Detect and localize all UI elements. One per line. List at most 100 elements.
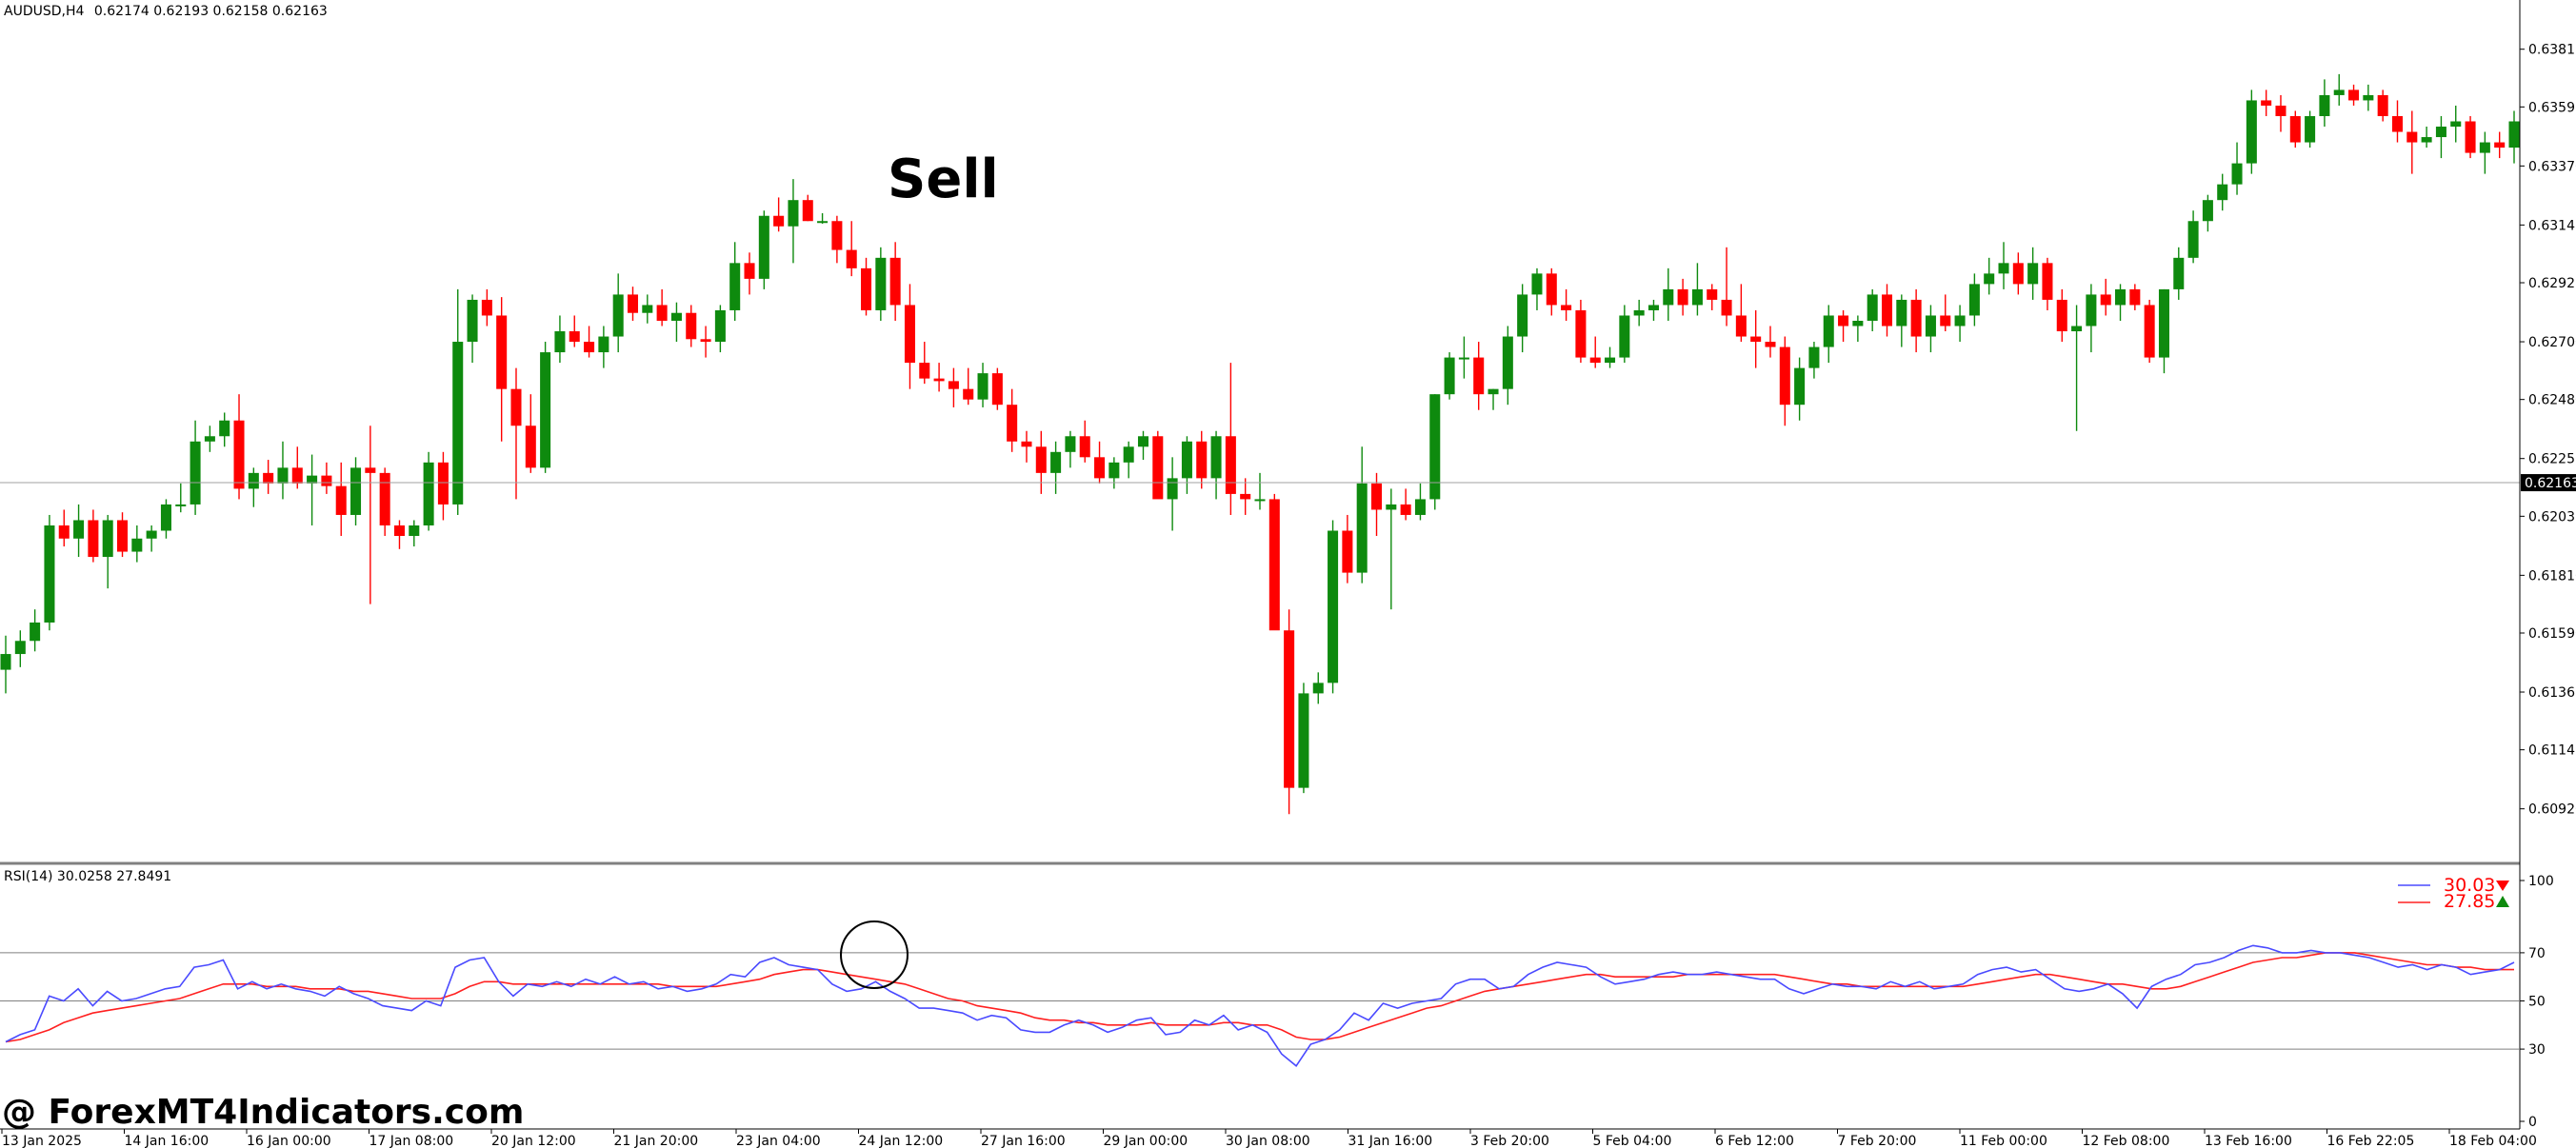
candle-body: [1546, 273, 1557, 306]
time-tick-label: 20 Jan 12:00: [491, 1134, 576, 1148]
candle-body: [1328, 530, 1339, 683]
candle-body: [612, 294, 624, 337]
candle: [1531, 267, 1543, 310]
candle-body: [2508, 121, 2520, 148]
candle-body: [1400, 504, 1411, 515]
candle-body: [2289, 115, 2301, 143]
time-tick-label: 18 Feb 04:00: [2449, 1134, 2537, 1148]
candle-body: [1575, 309, 1587, 358]
price-tick-label: 0.62255: [2528, 452, 2576, 467]
candle-body: [802, 200, 813, 222]
candle-body: [554, 331, 566, 353]
candle: [44, 514, 55, 631]
candle: [481, 288, 492, 327]
rsi-panel[interactable]: [0, 920, 2520, 1067]
candle-body: [1968, 284, 1980, 316]
candle: [1954, 305, 1966, 343]
time-tick-label: 16 Jan 00:00: [247, 1134, 331, 1148]
candle-body: [44, 525, 55, 623]
candle-body: [1896, 299, 1907, 327]
candle: [467, 294, 478, 364]
candle-body: [1881, 294, 1893, 327]
candle: [1444, 352, 1455, 400]
candle-body: [2421, 137, 2432, 143]
candle: [350, 457, 362, 525]
candle-body: [1910, 299, 1922, 337]
candle-body: [1867, 294, 1878, 321]
candle-body: [2129, 288, 2141, 306]
candle: [2289, 110, 2301, 148]
candle: [1605, 346, 1616, 368]
candle: [2275, 94, 2286, 132]
candle: [627, 287, 639, 321]
candle: [1050, 441, 1062, 494]
candle-body: [1370, 483, 1383, 510]
candle: [1268, 493, 1280, 631]
candle: [2144, 299, 2155, 364]
candle: [2246, 89, 2257, 174]
candle-body: [233, 420, 245, 489]
candle: [2042, 257, 2053, 310]
candle: [2115, 284, 2127, 321]
candle: [2056, 288, 2067, 343]
candle: [861, 257, 872, 316]
candle: [131, 525, 143, 563]
time-tick-label: 5 Feb 04:00: [1593, 1134, 1672, 1148]
candle: [2377, 89, 2388, 122]
candle-body: [1473, 357, 1485, 395]
candle-body: [263, 472, 274, 484]
candle: [1561, 288, 1572, 321]
rsi-tick-label: 30: [2528, 1042, 2546, 1058]
candle-body: [146, 530, 157, 539]
candle-body: [889, 257, 901, 306]
candle-body: [1707, 288, 1718, 300]
candle-body: [686, 312, 697, 340]
candle-body: [1605, 357, 1616, 364]
watermark-text: @ ForexMT4Indicators.com: [2, 1093, 524, 1132]
candle-body: [2319, 94, 2330, 116]
candle-body: [1356, 483, 1368, 573]
candle: [714, 305, 726, 353]
candle-body: [2246, 100, 2257, 164]
candle: [1328, 520, 1339, 694]
candle-body: [817, 221, 829, 224]
candle-body: [2391, 115, 2404, 132]
candle: [1867, 288, 1878, 332]
candle-body: [1458, 357, 1469, 360]
candle-body: [1094, 457, 1106, 479]
candle: [1546, 267, 1557, 316]
candle: [1210, 430, 1222, 500]
candle: [1984, 257, 1995, 295]
candle: [307, 454, 318, 525]
candle: [2305, 110, 2316, 148]
candle: [2508, 110, 2520, 164]
candle: [1123, 441, 1134, 479]
candle: [1429, 394, 1441, 510]
candle-body: [1794, 367, 1806, 406]
price-panel[interactable]: [0, 73, 2520, 815]
candle: [1779, 336, 1790, 426]
candle-body: [904, 305, 915, 364]
candle-body: [2363, 94, 2374, 101]
candle: [1240, 478, 1251, 515]
candle-body: [1633, 309, 1645, 316]
candle: [1925, 305, 1936, 353]
candle: [584, 326, 595, 358]
candle: [1765, 326, 1776, 358]
candle-body: [116, 520, 129, 552]
candle: [1225, 363, 1236, 515]
time-tick-label: 21 Jan 20:00: [614, 1134, 699, 1148]
candle-body: [423, 462, 434, 525]
rsi-tick-label: 0: [2528, 1115, 2537, 1130]
candle-body: [2333, 89, 2345, 95]
candle: [2100, 278, 2111, 316]
candle-body: [1007, 405, 1018, 442]
candle: [248, 467, 259, 507]
price-tick-label: 0.60920: [2528, 802, 2576, 818]
candle: [1691, 263, 1703, 316]
rsi-tick-label: 70: [2528, 946, 2546, 961]
candle: [2465, 115, 2476, 159]
candle: [1414, 483, 1426, 521]
candle: [58, 509, 70, 547]
